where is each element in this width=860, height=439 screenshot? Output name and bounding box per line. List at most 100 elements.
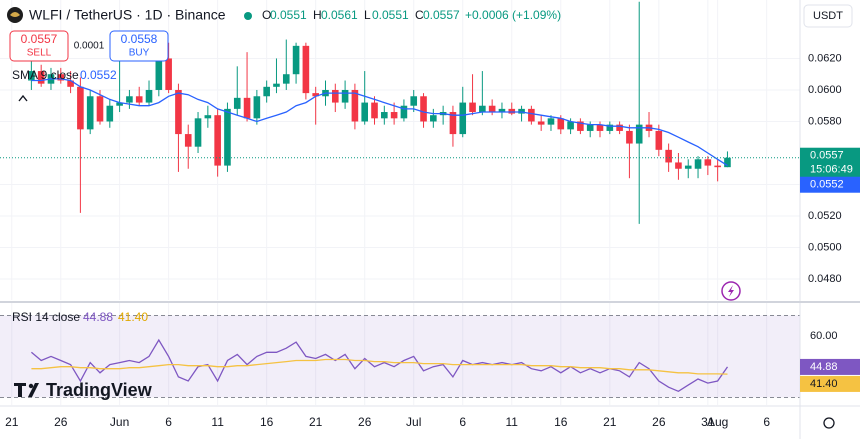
y-tick-label: 0.0620 [808,52,842,64]
candle-body [606,124,614,131]
candle-body [165,58,172,90]
x-tick-label: 26 [358,415,372,429]
y-tick-label: 0.0500 [808,241,842,253]
ohlc-value: 0.0557 [423,8,460,22]
candle-body [371,102,378,119]
ohlc-label: H [313,8,322,22]
candle-body [665,149,672,163]
sell-button[interactable] [9,30,69,62]
candle-body [135,96,143,103]
x-tick-label: 16 [554,415,568,429]
x-tick-label: 11 [211,415,224,429]
y-tick-label: 0.0580 [808,115,842,127]
countdown: 15:06:49 [810,164,853,176]
ohlc-label: L [364,8,371,22]
ohlc-value: 0.0551 [372,8,409,22]
ohlc-change: +0.0006 (+1.09%) [465,8,561,22]
sell-price[interactable]: 0.0557 [21,32,58,46]
y-tick-label: 0.0480 [808,273,842,285]
sma-badge-value: 0.0552 [810,179,844,191]
candle-body [351,89,359,122]
spread: 0.0001 [74,41,105,52]
ohlc-value: 0.0561 [321,8,358,22]
x-tick-label: 21 [309,415,323,429]
buy-price[interactable]: 0.0558 [121,32,158,46]
buy-label[interactable]: BUY [129,48,150,59]
series-line [31,358,728,375]
rsi-badge-value: 44.88 [810,361,838,373]
sell-label[interactable]: SELL [27,48,52,59]
candle-body [724,157,731,168]
candle-body [635,124,643,144]
rsi-ma-legend-value: 41.40 [118,310,148,324]
candle-body [204,115,212,119]
candle-body [400,105,408,119]
candle-body [331,89,339,103]
candle-body [273,83,280,87]
candle-body [263,86,270,97]
candle-body [508,108,516,114]
sma-legend-value: 0.0552 [80,68,117,82]
alert-bolt [728,285,734,297]
x-tick-label: 6 [763,415,770,429]
rsi-badge [800,358,860,375]
candle-body [596,124,604,131]
collapse-icon[interactable] [18,94,28,102]
candle-body [498,108,506,113]
x-tick-label: 26 [652,415,666,429]
candle-body [57,74,65,81]
candle-body [704,159,712,166]
currency-button[interactable] [803,4,853,28]
candle-body [420,96,427,122]
candle-body [430,115,437,122]
candle-body [410,96,418,106]
candle-body [28,71,35,81]
candle-body [126,96,133,103]
candle-body [547,118,555,125]
candle-body [675,162,682,169]
candle-body [557,118,565,130]
series-line [31,78,728,167]
ohlc-value: 0.0551 [270,8,307,22]
rsi-legend-value: 44.88 [83,310,113,324]
price-badge-value: 0.0557 [810,150,844,162]
ohlc-label: O [262,8,271,22]
candle-body [224,108,231,166]
x-tick-label: 6 [459,415,466,429]
candle-body [302,45,310,94]
candle-body [292,45,300,75]
candle-body [714,165,721,168]
candle-body [684,165,692,169]
candle-body [243,97,251,119]
buy-button[interactable] [109,30,169,62]
candle-body [233,97,241,109]
candle-body [184,134,192,147]
candle-body [469,102,476,113]
tradingview-icon-dot [28,383,34,389]
currency-label[interactable]: USDT [813,10,843,22]
market-status [244,12,252,20]
x-tick-label: 16 [260,415,274,429]
candle-body [67,80,74,87]
candle-body [479,105,486,113]
rsi-tick-label: 60.00 [810,330,838,342]
candle-body [488,105,496,113]
candle-body [341,89,349,103]
settings-icon[interactable] [823,417,835,429]
x-tick-label: Aug [707,415,728,429]
x-tick-label: 21 [603,415,617,429]
x-tick-label: 21 [5,415,19,429]
candle-body [253,96,261,119]
rsi-ma-badge-value: 41.40 [810,378,838,390]
x-tick-label: 6 [165,415,172,429]
candle-body [106,105,114,122]
x-tick-label: Jun [110,415,129,429]
candle-body [194,118,202,147]
candle-body [655,130,663,150]
tradingview-icon [14,383,39,397]
price-badge [800,147,860,180]
candle-body [577,121,584,131]
candle-body [361,102,369,122]
candle-body [86,96,94,130]
candle-body [37,71,45,84]
